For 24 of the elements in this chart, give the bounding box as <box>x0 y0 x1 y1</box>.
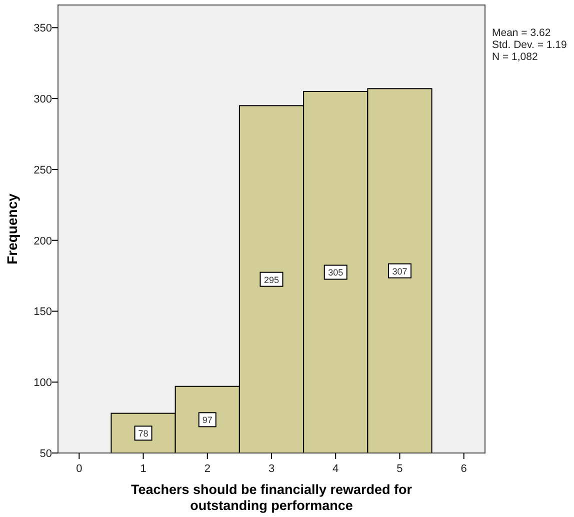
x-tick-label: 1 <box>140 463 146 475</box>
data-label: 295 <box>264 274 280 285</box>
y-tick-label: 200 <box>34 235 52 248</box>
y-tick-label: 350 <box>34 22 52 35</box>
x-tick-label: 0 <box>76 463 82 475</box>
text: N = 1,082 <box>492 51 538 63</box>
text: Mean = 3.62 <box>492 27 551 39</box>
y-tick-label: 250 <box>34 164 52 176</box>
x-tick-label: 5 <box>396 463 403 475</box>
y-tick-label: 100 <box>34 377 52 390</box>
x-axis-title: Teachers should be financially rewarded for outstanding performance <box>130 482 413 513</box>
x-tick-label: 6 <box>460 463 467 475</box>
x-tick-label: 2 <box>204 463 210 475</box>
y-tick-label: 150 <box>34 306 52 318</box>
x-tick-label: 4 <box>332 463 339 475</box>
x-tick-label: 3 <box>268 463 275 475</box>
y-axis-title: Frequency <box>4 193 20 264</box>
data-label: 307 <box>392 266 408 276</box>
data-label: 97 <box>202 415 212 426</box>
y-tick-label: 300 <box>34 94 52 106</box>
text: Std. Dev. = 1.19 <box>492 39 567 51</box>
y-tick-label: 50 <box>40 448 52 460</box>
data-label: 78 <box>138 428 148 439</box>
data-label: 305 <box>328 268 344 278</box>
